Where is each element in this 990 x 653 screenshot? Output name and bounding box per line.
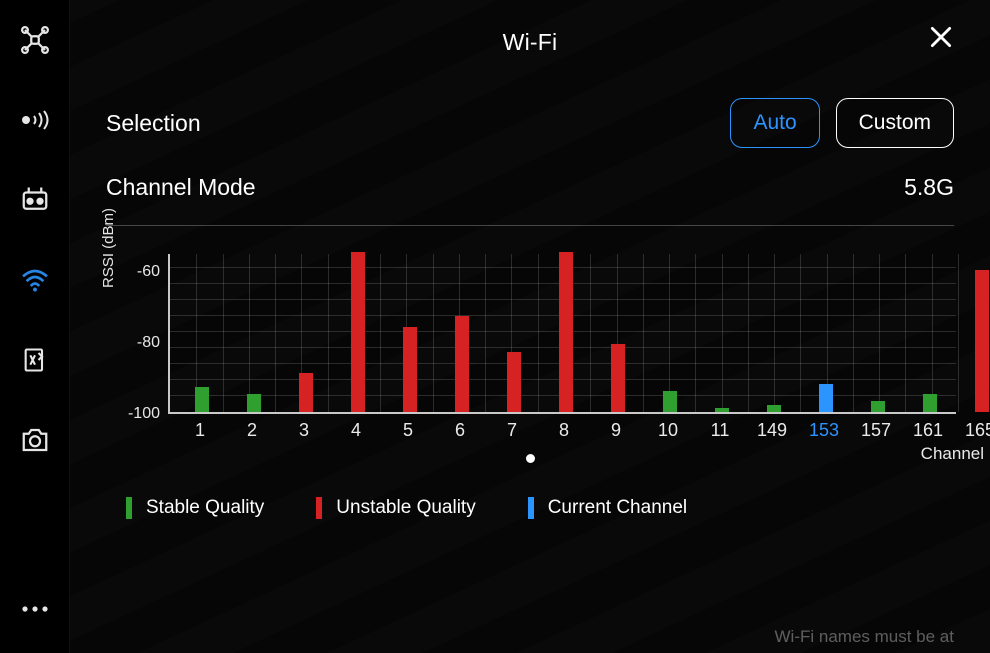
x-axis-label: Channel — [921, 444, 984, 464]
x-label-1: 1 — [195, 420, 205, 441]
y-ticks: -60-80-100 — [128, 254, 168, 414]
more-icon[interactable] — [19, 593, 51, 625]
x-label-11: 11 — [711, 420, 730, 441]
bar-6[interactable] — [455, 316, 469, 412]
bar-3[interactable] — [299, 373, 313, 412]
legend-stable-label: Stable Quality — [146, 497, 264, 519]
hint-text: Wi-Fi names must be at — [775, 627, 955, 647]
wifi-icon[interactable] — [19, 264, 51, 296]
legend: Stable Quality Unstable Quality Current … — [126, 497, 954, 519]
x-label-4: 4 — [351, 420, 361, 441]
channel-mode-value: 5.8G — [904, 174, 954, 201]
drone-icon[interactable] — [19, 24, 51, 56]
y-tick: -100 — [128, 405, 160, 423]
x-label-161: 161 — [913, 420, 943, 441]
signal-icon[interactable] — [19, 104, 51, 136]
auto-button[interactable]: Auto — [730, 98, 819, 148]
bar-9[interactable] — [611, 344, 625, 412]
bar-149[interactable] — [767, 405, 781, 412]
legend-current-label: Current Channel — [548, 497, 687, 519]
bar-7[interactable] — [507, 352, 521, 412]
swatch-unstable — [316, 497, 322, 519]
x-label-5: 5 — [403, 420, 413, 441]
bar-153[interactable] — [819, 384, 833, 412]
legend-unstable-label: Unstable Quality — [336, 497, 475, 519]
legend-unstable: Unstable Quality — [316, 497, 475, 519]
y-tick: -60 — [137, 263, 160, 281]
x-label-8: 8 — [559, 420, 569, 441]
bar-4[interactable] — [351, 252, 365, 412]
bar-161[interactable] — [923, 394, 937, 412]
legend-current: Current Channel — [528, 497, 687, 519]
bar-165[interactable] — [975, 270, 989, 412]
swatch-current — [528, 497, 534, 519]
close-icon[interactable] — [928, 24, 954, 55]
custom-button[interactable]: Custom — [836, 98, 954, 148]
x-label-9: 9 — [611, 420, 621, 441]
bar-8[interactable] — [559, 252, 573, 412]
divider — [106, 225, 954, 226]
page-indicator-dot — [526, 454, 535, 463]
channel-mode-label: Channel Mode — [106, 174, 256, 201]
x-label-157: 157 — [861, 420, 891, 441]
bar-2[interactable] — [247, 394, 261, 412]
y-tick: -80 — [137, 334, 160, 352]
chart-plot — [168, 254, 956, 414]
x-labels: Channel 1234567891011149153157161165 — [168, 420, 956, 446]
x-label-6: 6 — [455, 420, 465, 441]
sensors-icon[interactable] — [19, 344, 51, 376]
rssi-chart: RSSI (dBm) -60-80-100 Channel 1234567891… — [106, 254, 954, 519]
x-label-153: 153 — [809, 420, 839, 441]
selection-row: Selection Auto Custom — [106, 98, 954, 174]
bar-5[interactable] — [403, 327, 417, 412]
main-panel: Wi-Fi Selection Auto Custom Channel Mode… — [70, 0, 990, 653]
swatch-stable — [126, 497, 132, 519]
x-label-2: 2 — [247, 420, 257, 441]
camera-icon[interactable] — [19, 424, 51, 456]
bar-11[interactable] — [715, 408, 729, 412]
legend-stable: Stable Quality — [126, 497, 264, 519]
x-label-10: 10 — [658, 420, 678, 441]
bar-1[interactable] — [195, 387, 209, 412]
selection-label: Selection — [106, 110, 201, 137]
header: Wi-Fi — [106, 22, 954, 62]
sidebar — [0, 0, 70, 653]
page-title: Wi-Fi — [503, 29, 558, 56]
selection-buttons: Auto Custom — [730, 98, 954, 148]
x-label-7: 7 — [507, 420, 517, 441]
channel-mode-row: Channel Mode 5.8G — [106, 174, 954, 219]
x-label-165: 165 — [965, 420, 990, 441]
x-label-3: 3 — [299, 420, 309, 441]
bar-10[interactable] — [663, 391, 677, 412]
controller-icon[interactable] — [19, 184, 51, 216]
y-axis-label: RSSI (dBm) — [100, 208, 117, 288]
bar-157[interactable] — [871, 401, 885, 412]
x-label-149: 149 — [757, 420, 787, 441]
